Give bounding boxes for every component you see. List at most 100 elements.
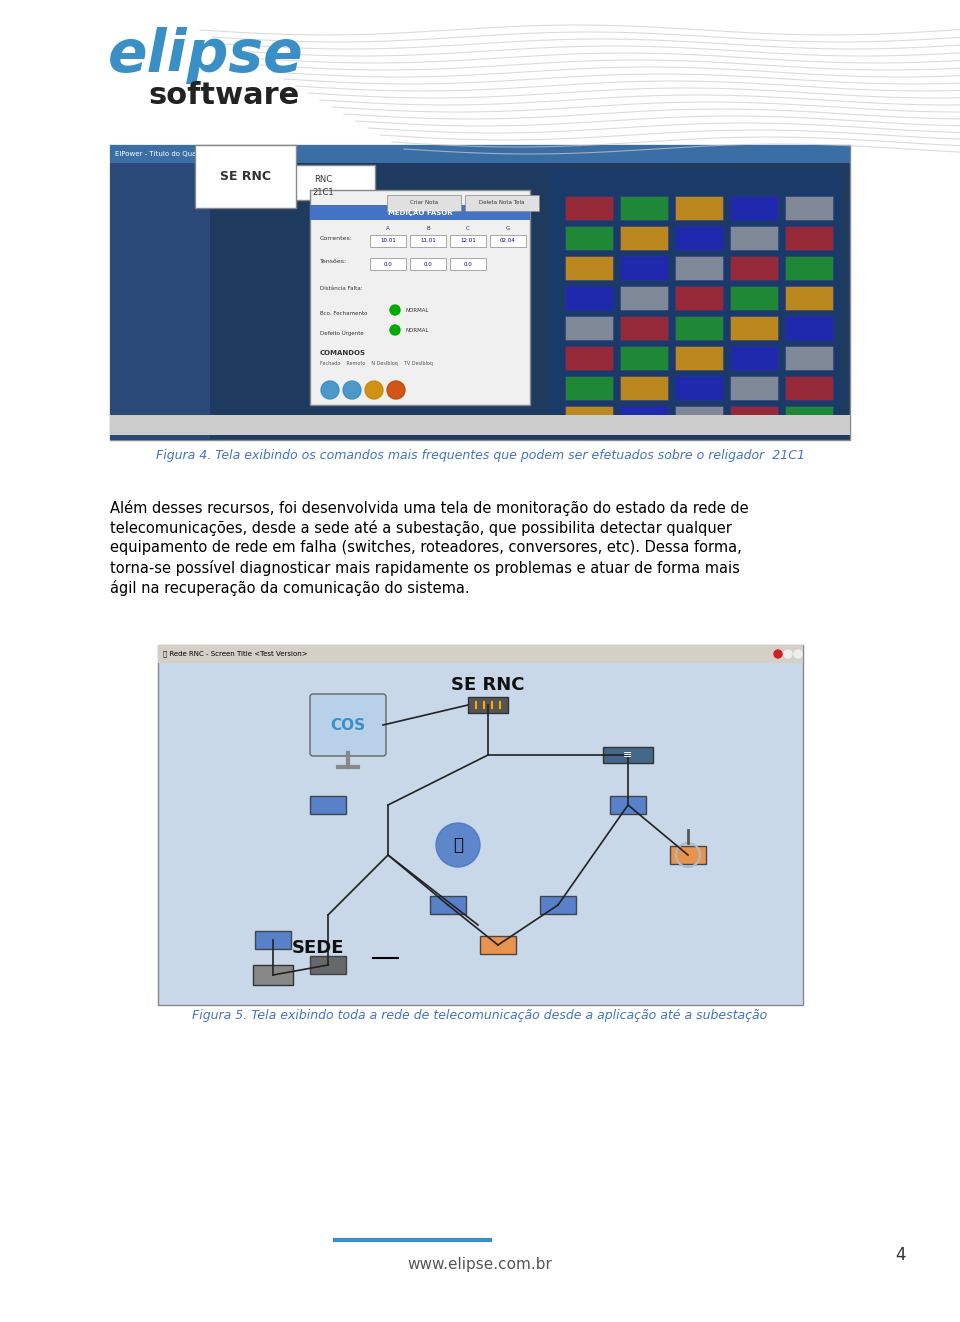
Bar — [603, 747, 653, 763]
Circle shape — [343, 381, 361, 399]
Bar — [620, 316, 668, 340]
Bar — [675, 316, 723, 340]
Text: 🖥 Rede RNC - Screen Title <Test Version>: 🖥 Rede RNC - Screen Title <Test Version> — [163, 650, 307, 657]
Circle shape — [784, 650, 792, 658]
Bar — [370, 258, 406, 270]
Text: 11.01: 11.01 — [420, 238, 436, 243]
Bar — [550, 171, 840, 435]
Text: RNC: RNC — [314, 175, 332, 184]
Text: SE RNC: SE RNC — [220, 171, 271, 182]
Text: 0.0: 0.0 — [423, 262, 432, 267]
Text: A: A — [386, 226, 390, 231]
Bar — [565, 406, 613, 430]
Text: Fechado    Remoto    N Deslbloq    TV Deslbloq: Fechado Remoto N Deslbloq TV Deslbloq — [320, 361, 433, 366]
Text: C: C — [467, 226, 469, 231]
Bar — [730, 346, 778, 370]
FancyBboxPatch shape — [158, 645, 803, 1005]
Bar — [730, 256, 778, 280]
Text: COS: COS — [330, 718, 366, 732]
Bar — [310, 956, 346, 974]
Text: software: software — [148, 81, 300, 110]
Text: 12.01: 12.01 — [460, 238, 476, 243]
Bar — [430, 896, 466, 914]
Text: COMANDOS: COMANDOS — [320, 350, 366, 356]
Bar — [450, 235, 486, 247]
Bar — [410, 235, 446, 247]
Circle shape — [387, 381, 405, 399]
Text: Além desses recursos, foi desenvolvida uma tela de monitoração do estado da rede: Além desses recursos, foi desenvolvida u… — [110, 500, 749, 516]
Bar — [730, 286, 778, 309]
Bar — [785, 316, 833, 340]
Text: 4: 4 — [895, 1247, 905, 1264]
Text: equipamento de rede em falha (switches, roteadores, conversores, etc). Dessa for: equipamento de rede em falha (switches, … — [110, 539, 742, 555]
Bar — [450, 258, 486, 270]
Bar — [370, 235, 406, 247]
Text: Correntes:: Correntes: — [320, 237, 353, 241]
Bar — [565, 256, 613, 280]
Bar — [110, 415, 850, 435]
Bar — [675, 286, 723, 309]
Bar — [675, 256, 723, 280]
Bar — [490, 235, 526, 247]
Text: SEDE: SEDE — [292, 939, 345, 957]
Bar — [620, 286, 668, 309]
Bar — [280, 165, 375, 200]
Bar — [253, 965, 293, 985]
Bar — [730, 316, 778, 340]
Bar — [675, 346, 723, 370]
Bar — [565, 346, 613, 370]
Text: www.elipse.com.br: www.elipse.com.br — [408, 1257, 552, 1273]
Bar — [675, 375, 723, 401]
Text: G: G — [506, 226, 510, 231]
Bar — [670, 846, 706, 865]
Circle shape — [390, 325, 400, 334]
Text: NORMAL: NORMAL — [405, 328, 428, 333]
Bar — [540, 896, 576, 914]
Bar — [565, 316, 613, 340]
Bar — [565, 375, 613, 401]
Bar — [675, 406, 723, 430]
Bar — [675, 226, 723, 250]
Bar — [410, 258, 446, 270]
Bar — [310, 796, 346, 814]
Text: Tensões:: Tensões: — [320, 259, 348, 264]
Circle shape — [794, 650, 802, 658]
Bar — [675, 196, 723, 219]
Circle shape — [390, 305, 400, 315]
Bar — [785, 375, 833, 401]
Text: Bco. Fechamento: Bco. Fechamento — [320, 311, 368, 316]
Text: Criar Nota: Criar Nota — [410, 201, 438, 205]
Text: MEDIÇÃO FASOR: MEDIÇÃO FASOR — [388, 208, 452, 215]
Circle shape — [321, 381, 339, 399]
Bar — [310, 205, 530, 219]
Text: 🌐: 🌐 — [453, 836, 463, 854]
Text: 21C1: 21C1 — [312, 188, 334, 197]
Bar — [730, 375, 778, 401]
FancyBboxPatch shape — [310, 694, 386, 756]
Text: ≡: ≡ — [623, 750, 633, 760]
Bar — [255, 931, 291, 949]
Bar — [565, 286, 613, 309]
Bar — [620, 226, 668, 250]
Text: Deleta Nota Tela: Deleta Nota Tela — [479, 201, 525, 205]
Text: 10.01: 10.01 — [380, 238, 396, 243]
Text: Figura 5. Tela exibindo toda a rede de telecomunicação desde a aplicação até a s: Figura 5. Tela exibindo toda a rede de t… — [192, 1009, 768, 1022]
Bar — [620, 196, 668, 219]
Text: Defeito Urgente: Defeito Urgente — [320, 330, 364, 336]
Bar — [620, 375, 668, 401]
FancyBboxPatch shape — [110, 145, 850, 163]
Bar — [620, 346, 668, 370]
Bar — [730, 196, 778, 219]
Text: torna-se possível diagnosticar mais rapidamente os problemas e atuar de forma ma: torna-se possível diagnosticar mais rapi… — [110, 561, 740, 576]
Bar — [610, 796, 646, 814]
FancyBboxPatch shape — [387, 196, 461, 212]
FancyBboxPatch shape — [465, 196, 539, 212]
Text: Distância Falta:: Distância Falta: — [320, 286, 363, 291]
Bar — [565, 196, 613, 219]
Text: Figura 4. Tela exibindo os comandos mais frequentes que podem ser efetuados sobr: Figura 4. Tela exibindo os comandos mais… — [156, 448, 804, 461]
FancyBboxPatch shape — [158, 645, 803, 664]
Bar — [785, 256, 833, 280]
Circle shape — [436, 824, 480, 867]
Text: 0.0: 0.0 — [464, 262, 472, 267]
Text: 02.04: 02.04 — [500, 238, 516, 243]
